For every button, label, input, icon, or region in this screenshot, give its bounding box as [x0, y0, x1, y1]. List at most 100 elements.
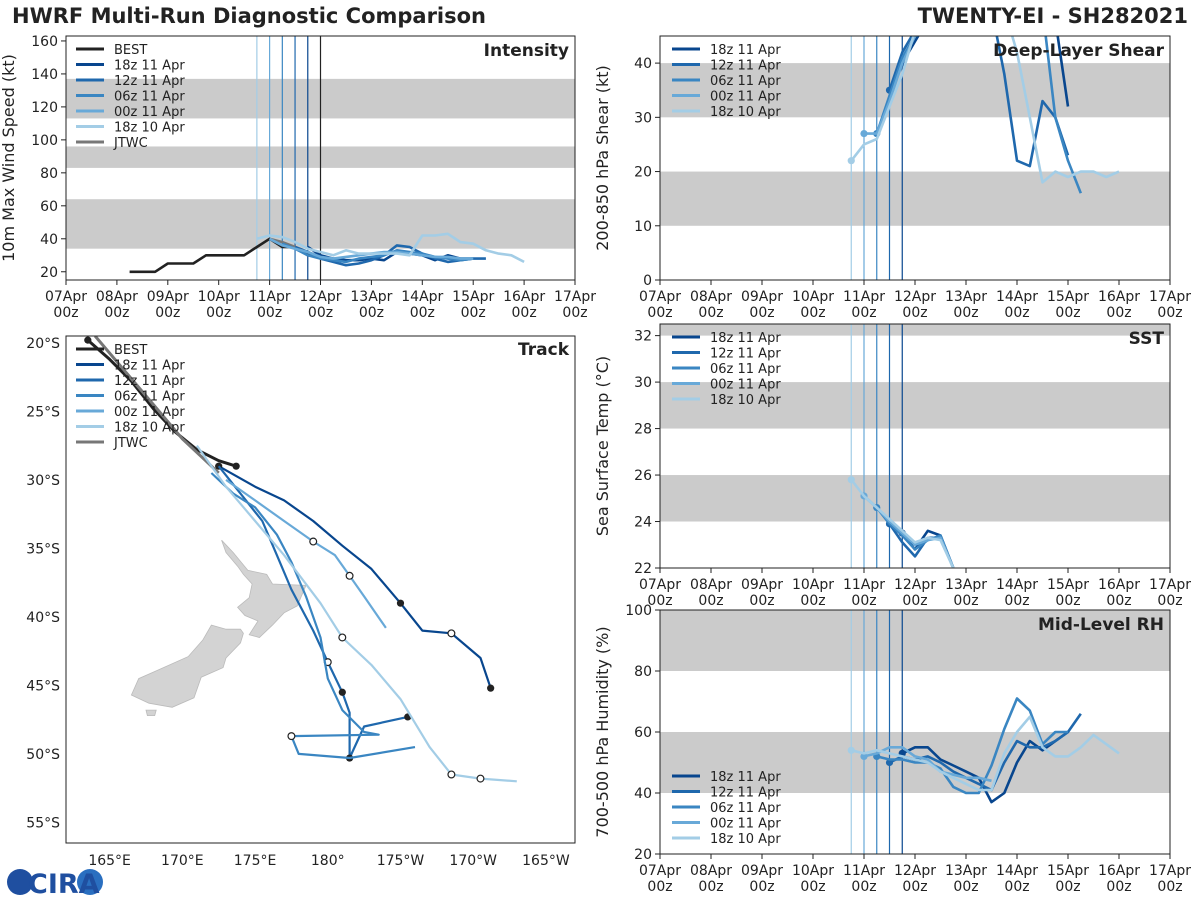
series-line-18z-10-apr	[850, 36, 1120, 184]
x-tick-hour-8: 00z	[1055, 593, 1080, 609]
lat-tick-label-55: 55°S	[26, 815, 60, 831]
x-tick-date-8: 15Apr	[452, 289, 494, 305]
y-tick-label-22: 22	[634, 561, 652, 577]
x-tick-date-0: 07Apr	[639, 289, 681, 305]
rh-panel: 2040608010007Apr00z08Apr00z09Apr00z10Apr…	[593, 603, 1191, 895]
series-group	[129, 232, 525, 274]
threshold-band-1	[660, 63, 1170, 118]
series-group	[847, 697, 1120, 804]
y-axis-label: 200-850 hPa Shear (kt)	[593, 65, 612, 251]
intensity-panel: 2040608010012014016007Apr00z08Apr00z09Ap…	[0, 34, 596, 321]
x-tick-hour-3: 00z	[800, 305, 825, 321]
series-start-point-18z-11-apr-tail	[1052, 16, 1059, 23]
series-line-18z-10-apr	[256, 232, 525, 264]
x-tick-date-2: 09Apr	[741, 289, 783, 305]
panel-title: Track	[518, 340, 570, 360]
threshold-band-2	[660, 324, 1170, 336]
series-line-12z-11-apr	[888, 36, 1070, 168]
land-south-island	[130, 624, 244, 708]
x-tick-date-1: 08Apr	[690, 289, 732, 305]
track-line-12z-11-apr	[217, 465, 409, 760]
track-panel: 165°E 170°E 175°E 180° 175°W 170°W 165°W 20°S 25…	[26, 335, 576, 869]
series-line-00z-11-apr	[863, 745, 992, 783]
series-line-18z-11-apr-tail	[1056, 36, 1070, 107]
legend-label-18z-10-apr: 18z 10 Apr	[114, 421, 185, 436]
series-start-point-18z-10-apr	[847, 476, 855, 484]
x-tick-date-10: 17Apr	[1149, 289, 1191, 305]
legend-label-06z-11-apr: 06z 11 Apr	[114, 90, 185, 105]
track-line-jtwc	[93, 336, 220, 475]
x-tick-date-7: 14Apr	[996, 577, 1038, 593]
legend-label-00z-11-apr: 00z 11 Apr	[710, 90, 781, 105]
y-tick-label-32: 32	[634, 329, 652, 345]
y-axis-label: 700-500 hPa Humidity (%)	[593, 626, 612, 837]
x-tick-hour-7: 00z	[410, 305, 435, 321]
x-tick-hour-1: 00z	[698, 593, 723, 609]
track-point-open-18z-10-apr	[476, 774, 485, 783]
legend-label-18z-11-apr: 18z 11 Apr	[710, 770, 781, 785]
track-line-18z-11-apr	[218, 465, 492, 689]
x-tick-date-1: 08Apr	[690, 863, 732, 879]
track-point-filled-18z-11-apr	[487, 684, 495, 692]
legend-label-12z-11-apr: 12z 11 Apr	[114, 374, 185, 389]
y-tick-label-60: 60	[634, 725, 652, 741]
lon-tick-label-175: 175°E	[234, 853, 277, 869]
x-tick-date-2: 09Apr	[741, 577, 783, 593]
x-tick-hour-3: 00z	[206, 305, 231, 321]
x-tick-hour-4: 00z	[851, 879, 876, 895]
x-tick-date-2: 09Apr	[147, 289, 189, 305]
y-tick-label-60: 60	[40, 199, 58, 215]
x-tick-date-1: 08Apr	[690, 577, 732, 593]
x-tick-hour-5: 00z	[902, 305, 927, 321]
x-tick-date-4: 11Apr	[249, 289, 291, 305]
x-tick-date-8: 15Apr	[1047, 863, 1089, 879]
x-tick-hour-5: 00z	[902, 879, 927, 895]
cira-logo: CIRA	[7, 869, 103, 900]
series-group	[847, 16, 1120, 194]
x-tick-hour-6: 00z	[953, 593, 978, 609]
x-tick-date-10: 17Apr	[554, 289, 596, 305]
y-tick-label-20: 20	[634, 847, 652, 863]
legend-label-18z-11-apr: 18z 11 Apr	[710, 331, 781, 346]
x-tick-date-4: 11Apr	[843, 289, 885, 305]
y-tick-label-24: 24	[634, 515, 652, 531]
x-tick-date-3: 10Apr	[792, 577, 834, 593]
x-tick-hour-1: 00z	[698, 305, 723, 321]
land-north-island	[221, 539, 307, 638]
legend-label-jtwc: JTWC	[113, 136, 148, 151]
track-line-06z-11-apr	[210, 472, 416, 760]
series-line-06z-11-apr	[875, 506, 955, 568]
lon-tick-label-185: 175°W	[377, 853, 425, 869]
threshold-band-0	[660, 171, 1170, 226]
y-axis-label: 10m Max Wind Speed (kt)	[0, 54, 18, 262]
x-tick-date-0: 07Apr	[639, 577, 681, 593]
x-tick-date-5: 12Apr	[894, 863, 936, 879]
series-line-00z-11-apr	[864, 36, 917, 135]
y-tick-label-80: 80	[40, 166, 58, 182]
y-tick-label-40: 40	[40, 232, 58, 248]
x-tick-date-5: 12Apr	[894, 289, 936, 305]
map-frame	[65, 335, 576, 844]
x-tick-hour-9: 00z	[512, 305, 537, 321]
y-axis-label: Sea Surface Temp (°C)	[593, 356, 612, 536]
y-tick-label-30: 30	[634, 375, 652, 391]
series-start-point-18z-10-apr	[847, 157, 855, 165]
x-tick-date-7: 14Apr	[401, 289, 443, 305]
x-tick-hour-1: 00z	[104, 305, 129, 321]
legend-label-06z-11-apr: 06z 11 Apr	[710, 74, 781, 89]
lon-tick-label-190: 170°W	[449, 853, 497, 869]
y-tick-label-0: 0	[643, 273, 652, 289]
x-tick-hour-3: 00z	[800, 879, 825, 895]
y-tick-label-100: 100	[625, 603, 652, 619]
legend-label-18z-10-apr: 18z 10 Apr	[710, 393, 781, 408]
y-tick-label-10: 10	[634, 219, 652, 235]
x-tick-hour-1: 00z	[698, 879, 723, 895]
x-tick-hour-4: 00z	[257, 305, 282, 321]
x-tick-date-6: 13Apr	[945, 289, 987, 305]
y-tick-label-120: 120	[31, 100, 58, 116]
x-tick-hour-9: 00z	[1106, 305, 1131, 321]
land-stewart-island	[145, 709, 157, 716]
x-tick-date-8: 15Apr	[1047, 289, 1089, 305]
x-tick-date-6: 13Apr	[945, 863, 987, 879]
track-line-18z-10-apr	[196, 444, 517, 783]
